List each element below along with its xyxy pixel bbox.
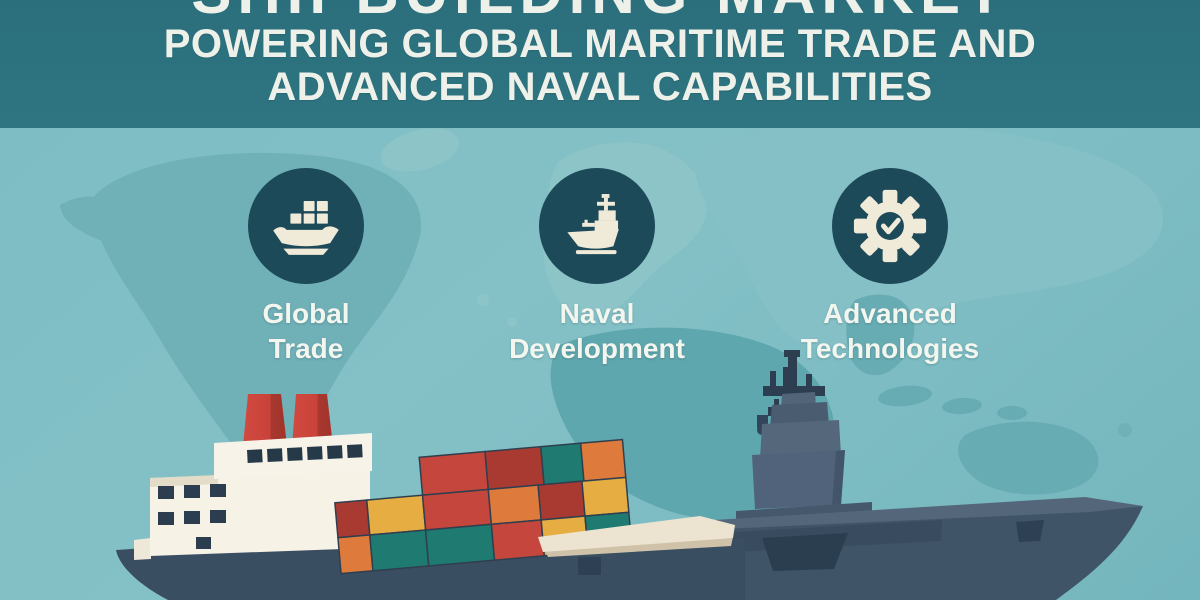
cargo-ship-icon [248, 168, 364, 284]
feature-naval-development: Naval Development [457, 168, 737, 366]
cargo-ship-icon-glyph [273, 201, 339, 255]
title-line-2: ADVANCED NAVAL CAPABILITIES [267, 65, 933, 109]
bridge-windows [247, 444, 363, 463]
funnel [292, 394, 333, 446]
feature-global-trade: Global Trade [166, 168, 446, 366]
feature-label-line1: Naval [559, 298, 635, 329]
feature-label-line1: Advanced [823, 298, 957, 329]
gear-check-icon-glyph [853, 189, 927, 263]
title-line-1: POWERING GLOBAL MARITIME TRADE AND [163, 22, 1037, 66]
feature-label: Advanced Technologies [801, 296, 979, 366]
feature-label-line2: Development [509, 333, 685, 364]
gear-check-icon [832, 168, 948, 284]
naval-ship-icon [539, 168, 655, 284]
title-top-cropped: SHIPBUILDING MARKET [191, 0, 1008, 23]
feature-advanced-technologies: Advanced Technologies [750, 168, 1030, 366]
feature-label: Global Trade [262, 296, 349, 366]
naval-carrier-vessel [698, 350, 1143, 600]
feature-label-line2: Trade [268, 333, 344, 364]
superstructure-windows [158, 484, 226, 549]
feature-label-line1: Global [262, 298, 350, 329]
naval-ship-icon-glyph [567, 194, 619, 255]
header-banner: SHIPBUILDING MARKET POWERING GLOBAL MARI… [0, 0, 1200, 128]
feature-label: Naval Development [509, 296, 685, 366]
funnel [243, 394, 287, 446]
container-cargo-ship [116, 394, 745, 600]
feature-label-line2: Technologies [800, 333, 980, 364]
